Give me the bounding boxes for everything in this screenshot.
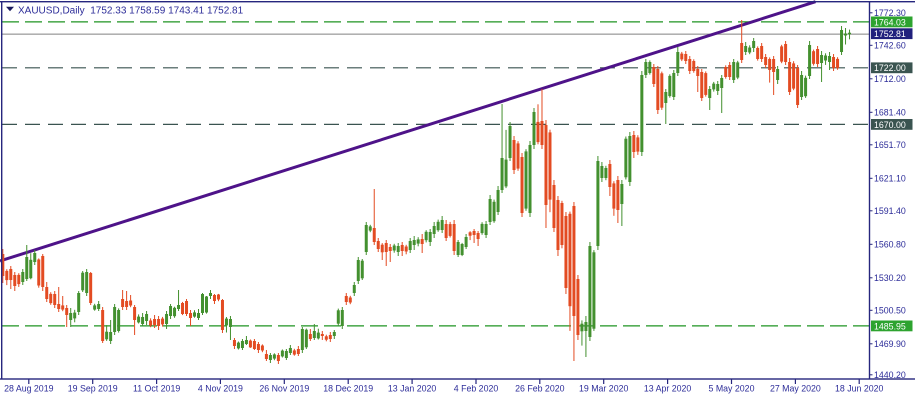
svg-text:1440.20: 1440.20 <box>874 370 906 380</box>
svg-text:4 Nov 2019: 4 Nov 2019 <box>198 384 243 394</box>
svg-text:18 Jun 2020: 18 Jun 2020 <box>835 384 884 394</box>
svg-text:1752.81: 1752.81 <box>874 29 906 39</box>
svg-text:27 May 2020: 27 May 2020 <box>770 384 821 394</box>
svg-text:5 May 2020: 5 May 2020 <box>709 384 755 394</box>
svg-text:1591.40: 1591.40 <box>874 206 906 216</box>
svg-text:1500.50: 1500.50 <box>874 306 906 316</box>
svg-text:1651.70: 1651.70 <box>874 140 906 150</box>
svg-text:1681.40: 1681.40 <box>874 108 906 118</box>
svg-text:1485.95: 1485.95 <box>874 321 906 331</box>
svg-text:28 Aug 2019: 28 Aug 2019 <box>4 384 54 394</box>
svg-text:13 Apr 2020: 13 Apr 2020 <box>644 384 692 394</box>
svg-text:1560.80: 1560.80 <box>874 240 906 250</box>
svg-text:1742.60: 1742.60 <box>874 41 906 51</box>
svg-text:1469.90: 1469.90 <box>874 339 906 349</box>
svg-text:18 Dec 2019: 18 Dec 2019 <box>323 384 373 394</box>
svg-text:1530.20: 1530.20 <box>874 273 906 283</box>
svg-text:26 Feb 2020: 26 Feb 2020 <box>515 384 565 394</box>
svg-text:13 Jan 2020: 13 Jan 2020 <box>388 384 437 394</box>
svg-text:1722.00: 1722.00 <box>874 63 906 73</box>
svg-text:1712.00: 1712.00 <box>874 74 906 84</box>
svg-text:1772.30: 1772.30 <box>874 8 906 18</box>
svg-text:1670.00: 1670.00 <box>874 120 906 130</box>
svg-text:1764.03: 1764.03 <box>874 17 906 27</box>
svg-text:19 Mar 2020: 19 Mar 2020 <box>579 384 628 394</box>
svg-text:26 Nov 2019: 26 Nov 2019 <box>259 384 309 394</box>
svg-text:XAUUSD,Daily 1752.33 1758.59: XAUUSD,Daily 1752.33 1758.59 1743.41 175… <box>18 5 244 16</box>
svg-text:19 Sep 2019: 19 Sep 2019 <box>68 384 118 394</box>
svg-text:4 Feb 2020: 4 Feb 2020 <box>454 384 499 394</box>
svg-text:1621.10: 1621.10 <box>874 174 906 184</box>
svg-text:11 Oct 2019: 11 Oct 2019 <box>133 384 180 394</box>
